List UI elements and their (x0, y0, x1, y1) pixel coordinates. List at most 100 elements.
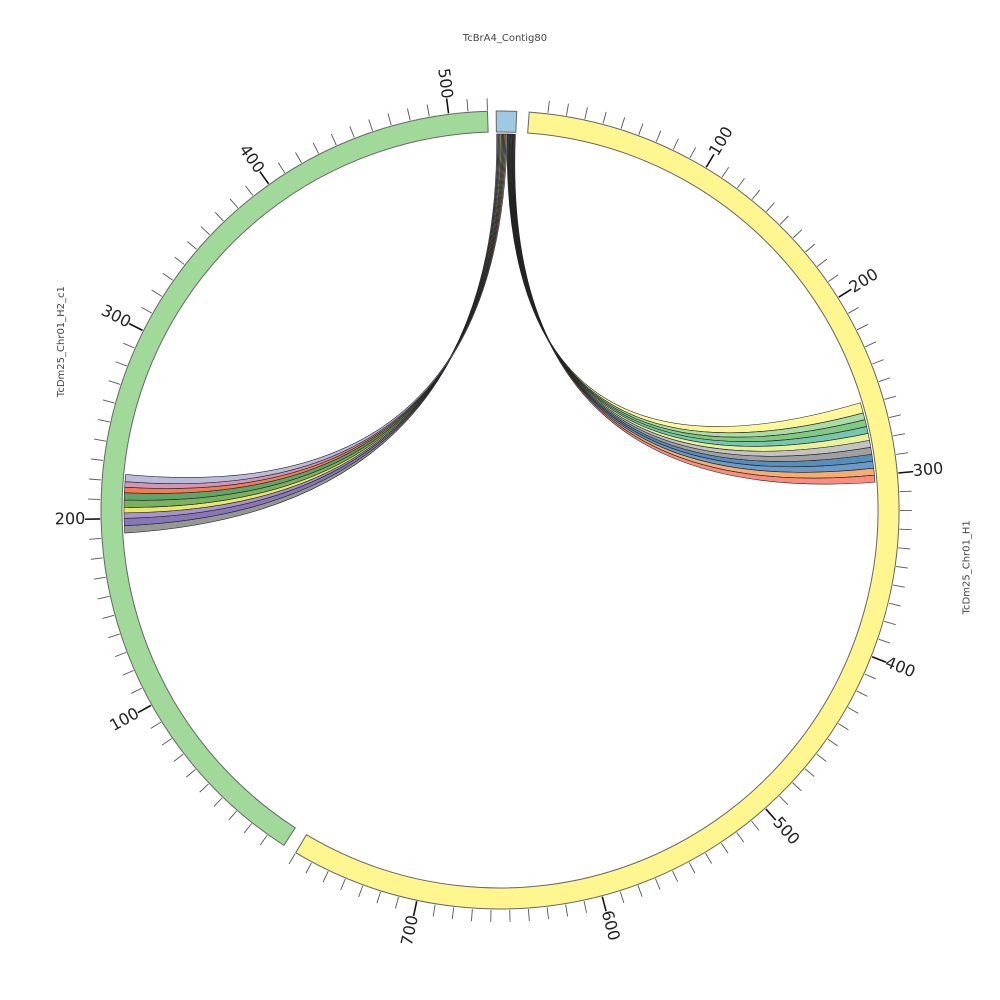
labels-layer: TcBrA4_Contig80 TcDm25_Chr01_H1 TcDm25_Chr… (56, 33, 972, 615)
tick-mark (689, 147, 697, 159)
tick-mark (243, 823, 252, 834)
tick-mark (162, 272, 173, 281)
chromosome-label: TcDm25_Chr01_H2_c1 (56, 286, 67, 398)
tick-mark (765, 808, 777, 821)
tick-label: 200 (55, 509, 86, 529)
tick-mark (340, 878, 346, 891)
link-tcdm25-chr01-h2-c1-7 (124, 133, 507, 489)
tick-mark (97, 418, 110, 423)
tick-mark (90, 557, 103, 560)
tick-mark (259, 834, 268, 846)
tick-mark (779, 795, 789, 806)
tick-mark (878, 638, 891, 644)
tick-mark (637, 885, 643, 897)
tick-mark (895, 565, 908, 569)
tick-mark (688, 862, 696, 874)
tick-mark (672, 870, 679, 882)
tick-mark (358, 885, 364, 898)
tick-mark (889, 414, 901, 419)
tick-mark (89, 478, 102, 481)
tick-mark (214, 212, 224, 222)
chromosome-label: TcDm25_Chr01_H1 (961, 520, 972, 615)
tick-mark (672, 138, 679, 150)
tick-mark (295, 152, 302, 163)
tick-mark (779, 215, 789, 225)
tick-mark (174, 256, 185, 265)
tick-mark (245, 185, 254, 196)
tick-mark (94, 438, 107, 442)
tick-mark (655, 130, 662, 142)
tick-mark (751, 189, 761, 200)
chromosome-label: TcBrA4_Contig80 (462, 33, 547, 44)
tick-mark (412, 901, 418, 917)
tick-mark (451, 907, 455, 920)
tick-mark (128, 322, 143, 332)
link-tcdm25-chr01-h2-c1-3 (123, 133, 502, 514)
tick-label: 100 (106, 703, 142, 734)
tick-mark (259, 171, 270, 185)
tick-mark (584, 107, 588, 120)
tick-mark (322, 871, 329, 883)
tick-mark (856, 324, 869, 331)
tick-mark (896, 452, 909, 455)
tick-mark (546, 907, 549, 920)
tick-label: 600 (598, 908, 624, 942)
tick-mark (847, 707, 859, 714)
tick-mark (792, 229, 803, 239)
tick-mark (395, 896, 399, 909)
tick-mark (115, 361, 127, 367)
tick-mark (838, 288, 852, 298)
tick-label: 500 (434, 67, 457, 100)
tick-mark (792, 782, 802, 792)
tick-mark (736, 832, 745, 843)
links-layer (123, 133, 876, 534)
tick-mark (736, 178, 745, 189)
tick-mark (878, 377, 891, 383)
tick-mark (186, 769, 196, 778)
tick-mark (827, 738, 838, 747)
tick-mark (229, 198, 239, 209)
tick-label: 200 (846, 264, 882, 296)
tick-mark (406, 108, 411, 121)
tick-mark (856, 690, 868, 697)
tick-mark (892, 584, 905, 588)
tick-mark (130, 687, 143, 694)
segment-tcdm25-chr01-h1 (295, 111, 900, 910)
tick-label: 700 (397, 913, 422, 947)
tick-mark (123, 342, 135, 349)
tick-label: 100 (705, 123, 737, 159)
tick-mark (471, 909, 473, 922)
tick-mark (601, 896, 607, 912)
tick-mark (466, 99, 469, 112)
tick-mark (108, 633, 120, 639)
tick-mark (187, 241, 197, 250)
tick-mark (102, 614, 115, 619)
tick-mark (228, 810, 237, 821)
tick-mark (899, 528, 912, 531)
tick-mark (884, 620, 896, 626)
tick-mark (838, 723, 849, 731)
tick-mark (368, 119, 373, 131)
tick-mark (93, 576, 106, 580)
link-tcdm25-chr01-h2-c1-8 (124, 133, 508, 484)
link-tcdm25-chr01-h2-c1-5 (123, 133, 505, 501)
tick-mark (122, 670, 134, 676)
tick-mark (654, 878, 661, 890)
segment-tcdm25-chr01-h2-c1 (100, 110, 489, 847)
tick-mark (816, 753, 827, 762)
tick-mark (91, 458, 104, 461)
tick-mark (200, 226, 210, 236)
tick-mark (766, 202, 775, 212)
tick-mark (277, 162, 286, 174)
tick-mark (751, 820, 760, 831)
tick-mark (376, 891, 381, 904)
tick-mark (864, 673, 876, 680)
tick-mark (528, 908, 530, 921)
link-tcdm25-chr01-h1-10 (513, 133, 876, 485)
tick-mark (288, 853, 296, 865)
tick-mark (102, 399, 115, 404)
tick-mark (583, 900, 588, 913)
tick-mark (565, 904, 569, 917)
tick-label: 400 (235, 141, 268, 177)
